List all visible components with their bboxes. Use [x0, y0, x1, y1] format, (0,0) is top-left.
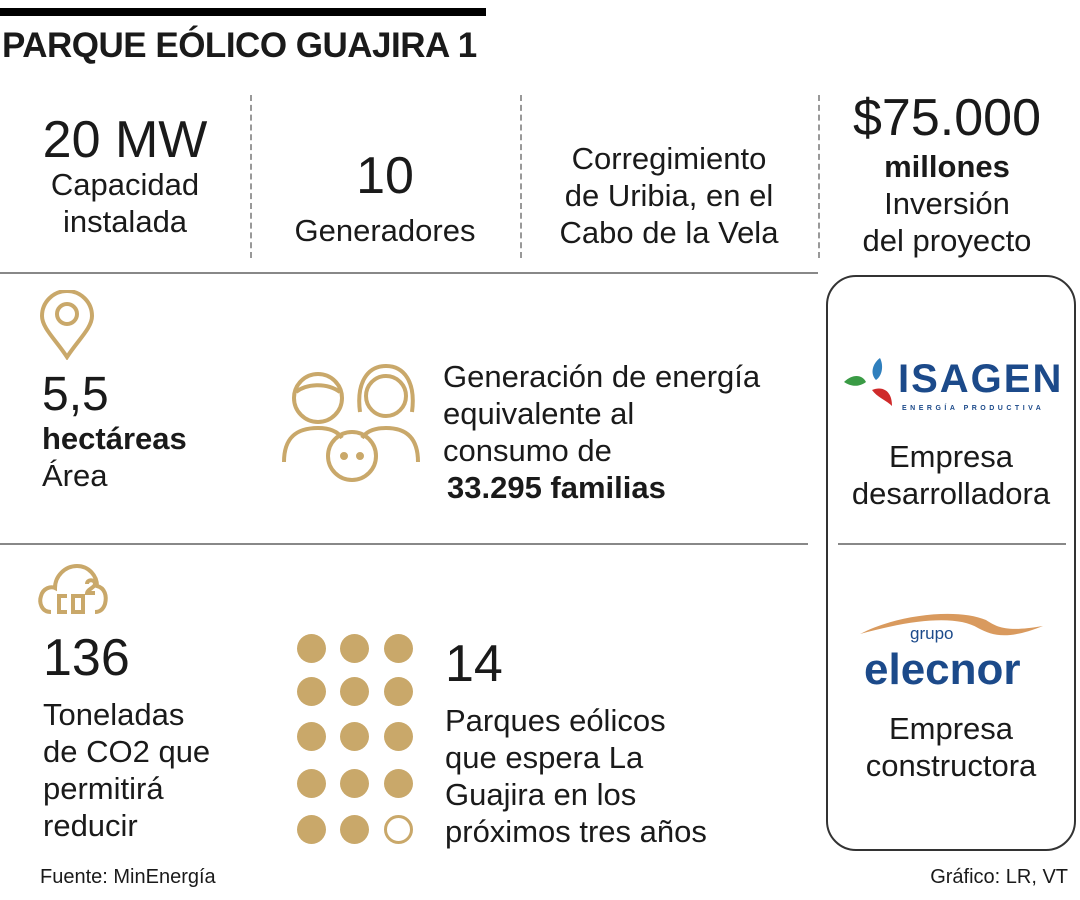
- park-dot-filled: [384, 677, 413, 706]
- capacity-label: instalada: [62, 204, 188, 239]
- park-dot-filled: [384, 769, 413, 798]
- divider: [250, 95, 252, 258]
- families-count: 33.295 familias: [447, 470, 666, 505]
- co2-cloud-icon: [38, 563, 108, 614]
- park-dot-filled: [340, 815, 369, 844]
- divider: [0, 543, 808, 545]
- parks-stat: 14 Parques eólicos que espera La Guajira…: [445, 638, 707, 850]
- isagen-logo: ISAGEN ENERGÍA PRODUCTIVA: [842, 356, 1062, 418]
- generators-label: Generadores: [294, 213, 476, 248]
- co2-value: 136: [43, 629, 130, 687]
- isagen-leaf-icon: [844, 358, 892, 406]
- families-line: Generación de energía: [443, 359, 761, 394]
- location-line: Cabo de la Vela: [559, 215, 779, 250]
- role-line: constructora: [865, 748, 1037, 783]
- co2-line: Toneladas: [43, 697, 185, 732]
- location-stat: Corregimiento de Uribia, en el Cabo de l…: [520, 140, 818, 251]
- credit-note: Gráfico: LR, VT: [930, 866, 1068, 888]
- park-dot-filled: [384, 634, 413, 663]
- divider: [0, 272, 818, 274]
- divider: [818, 95, 820, 258]
- investment-stat: $75.000 millones Inversión del proyecto: [818, 92, 1076, 259]
- park-dot-empty: [384, 815, 413, 844]
- capacity-label: Capacidad: [50, 167, 200, 202]
- title-bar: [0, 8, 486, 16]
- park-dot-filled: [340, 677, 369, 706]
- area-value: 5,5: [42, 368, 109, 421]
- investment-unit: millones: [884, 149, 1010, 184]
- role-line: desarrolladora: [851, 476, 1051, 511]
- families-stat: Generación de energía equivalente al con…: [443, 358, 760, 506]
- area-unit: hectáreas: [42, 421, 187, 456]
- co2-line: reducir: [43, 808, 138, 843]
- investment-value: $75.000: [853, 89, 1041, 147]
- divider: [520, 95, 522, 258]
- role-line: Empresa: [888, 439, 1014, 474]
- capacity-value: 20 MW: [42, 111, 208, 169]
- parks-value: 14: [445, 635, 503, 693]
- elecnor-swoosh-icon: [860, 613, 1043, 636]
- location-line: Corregimiento: [571, 141, 767, 176]
- isagen-tagline: ENERGÍA PRODUCTIVA: [902, 405, 1045, 412]
- family-icon: [282, 363, 420, 482]
- park-dot-filled: [340, 722, 369, 751]
- source-note: Fuente: MinEnergía: [40, 866, 216, 888]
- parks-line: próximos tres años: [445, 814, 707, 849]
- investment-label: Inversión: [884, 186, 1010, 221]
- developer-role: Empresa desarrolladora: [826, 438, 1076, 512]
- parks-line: Parques eólicos: [445, 703, 666, 738]
- area-label: Área: [42, 458, 108, 493]
- park-dot-filled: [384, 722, 413, 751]
- families-line: equivalente al: [443, 396, 635, 431]
- companies-box: [826, 275, 1076, 851]
- investment-label: del proyecto: [862, 223, 1032, 258]
- co2-line: de CO2 que: [43, 734, 211, 769]
- park-dot-filled: [297, 677, 326, 706]
- elecnor-wordmark: elecnor: [864, 645, 1021, 694]
- park-dot-filled: [297, 815, 326, 844]
- co2-line: permitirá: [43, 771, 164, 806]
- park-dot-filled: [297, 634, 326, 663]
- generators-value: 10: [356, 147, 414, 205]
- parks-line: que espera La: [445, 740, 644, 775]
- area-stat: 5,5 hectáreas Área: [42, 370, 187, 494]
- park-dot-filled: [297, 769, 326, 798]
- role-line: Empresa: [888, 711, 1014, 746]
- park-dot-filled: [340, 769, 369, 798]
- generators-stat: 10 Generadores: [250, 150, 520, 249]
- page-title: PARQUE EÓLICO GUAJIRA 1: [2, 26, 477, 65]
- constructor-role: Empresa constructora: [826, 710, 1076, 784]
- elecnor-grupo: grupo: [910, 624, 954, 643]
- capacity-stat: 20 MW Capacidad instalada: [0, 114, 250, 240]
- divider: [838, 543, 1066, 545]
- location-pin-icon: [39, 290, 95, 360]
- park-dot-filled: [297, 722, 326, 751]
- co2-stat: 136 Toneladas de CO2 que permitirá reduc…: [43, 632, 210, 844]
- families-line: consumo de: [443, 433, 612, 468]
- parks-line: Guajira en los: [445, 777, 637, 812]
- location-line: de Uribia, en el: [564, 178, 774, 213]
- elecnor-logo: grupo elecnor: [858, 606, 1048, 696]
- isagen-wordmark: ISAGEN: [898, 357, 1064, 401]
- park-dot-filled: [340, 634, 369, 663]
